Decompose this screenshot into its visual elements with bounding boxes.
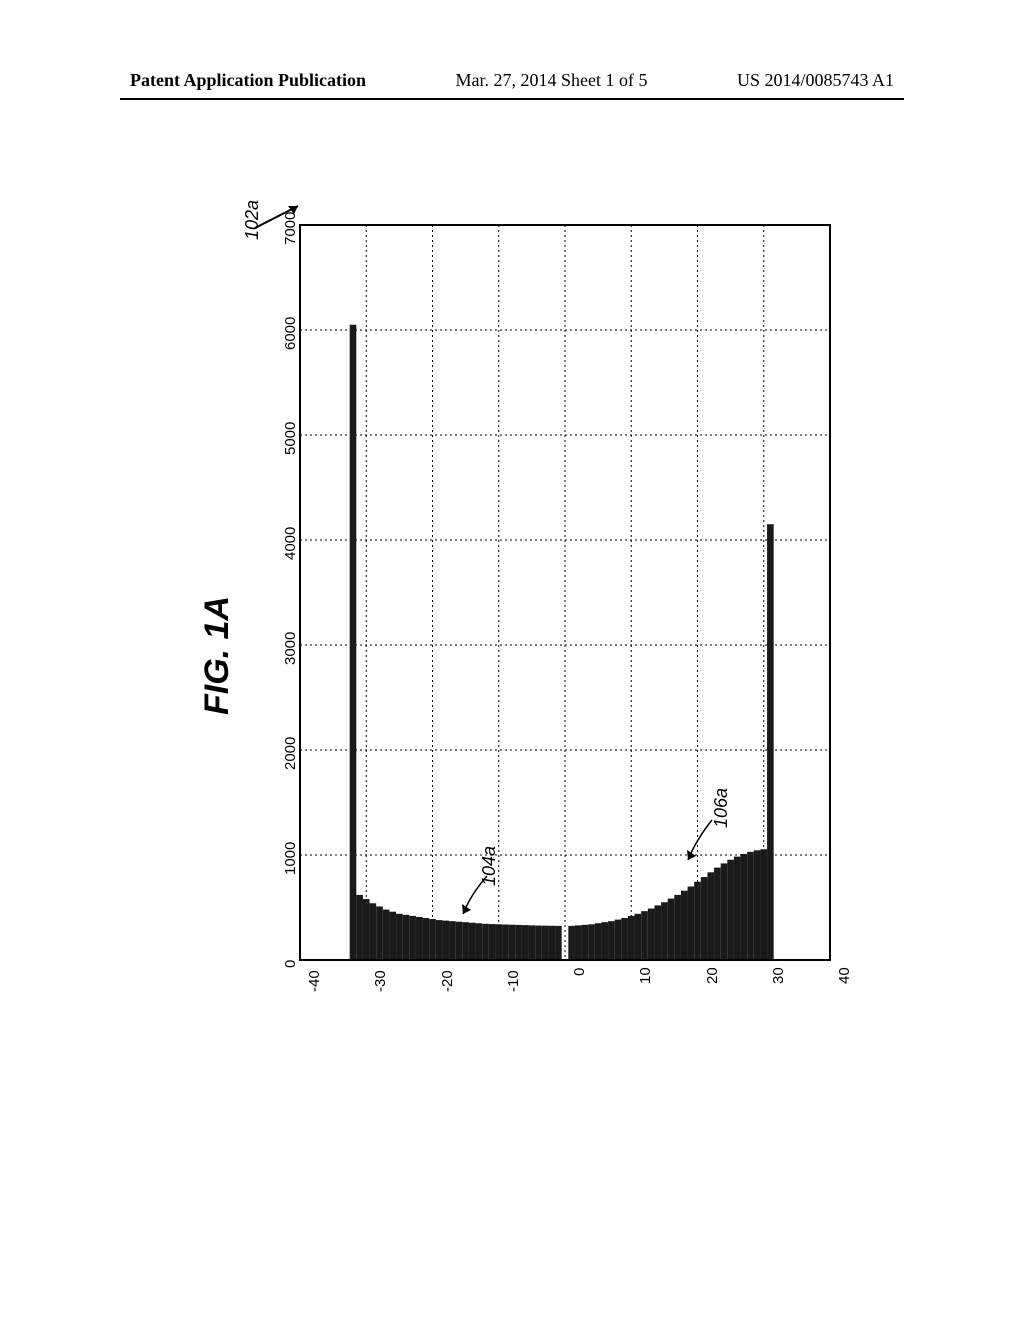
x-tick-label: 40 <box>836 967 853 984</box>
page-header: Patent Application Publication Mar. 27, … <box>0 70 1024 91</box>
x-tick-label: -20 <box>439 970 456 992</box>
header-patent-number: US 2014/0085743 A1 <box>737 70 894 91</box>
y-tick-label: 1000 <box>282 842 299 875</box>
x-tick-label: 20 <box>704 967 721 984</box>
y-tick-label: 2000 <box>282 737 299 770</box>
x-tick-label: 30 <box>770 967 787 984</box>
y-tick-label: 3000 <box>282 632 299 665</box>
figure-1a: FIG. 1A 102a 104a 106a -40-30-20-1001020… <box>190 200 850 1020</box>
x-tick-label: -30 <box>372 970 389 992</box>
y-tick-label: 4000 <box>282 527 299 560</box>
y-tick-label: 0 <box>282 960 299 968</box>
patent-page: Patent Application Publication Mar. 27, … <box>0 0 1024 1320</box>
header-date-sheet: Mar. 27, 2014 Sheet 1 of 5 <box>456 70 648 91</box>
x-tick-label: 0 <box>571 968 588 976</box>
x-tick-label: 10 <box>637 967 654 984</box>
annotation-104a-arrow <box>459 874 509 924</box>
y-tick-label: 5000 <box>282 422 299 455</box>
annotation-106a-arrow <box>684 818 744 868</box>
header-publication: Patent Application Publication <box>130 70 366 91</box>
y-tick-label: 7000 <box>282 212 299 245</box>
x-tick-label: -10 <box>505 970 522 992</box>
figure-label: FIG. 1A <box>198 596 237 715</box>
ref-102a-arrow <box>250 200 310 240</box>
y-tick-label: 6000 <box>282 317 299 350</box>
x-tick-label: -40 <box>306 970 323 992</box>
header-rule <box>120 98 904 100</box>
